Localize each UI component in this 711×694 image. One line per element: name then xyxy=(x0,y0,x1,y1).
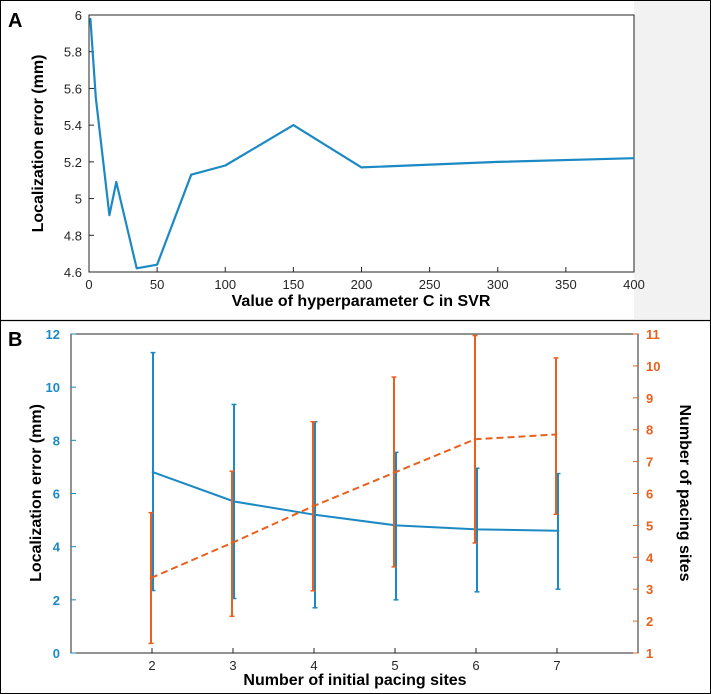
panel-b-right-y-tick-label: 5 xyxy=(646,518,653,533)
panel-a-data-point xyxy=(115,181,118,183)
panel-b-x-axis-label: Number of initial pacing sites xyxy=(243,672,466,689)
panel-b-right-y-axis-label: Number of pacing sites xyxy=(676,405,693,582)
panel-b-right-y-tick-label: 10 xyxy=(646,359,660,374)
panel-b-right-y-tick-label: 7 xyxy=(646,455,653,470)
panel-b-left-y-tick-label: 0 xyxy=(53,646,60,661)
panel-b-error-data-point xyxy=(475,528,479,531)
panel-b-right-y-tick-label: 4 xyxy=(646,550,654,565)
panel-a-x-tick-label: 400 xyxy=(623,277,645,292)
panel-b-right-y-ticks: 1 2 3 4 5 6 7 8 9 10 11 xyxy=(633,327,660,661)
panel-a-x-ticks: 0 50 100 150 200 250 300 350 400 xyxy=(85,267,645,292)
panel-b-error-data-point xyxy=(151,470,155,474)
panel-a-x-tick-label: 100 xyxy=(214,277,236,292)
panel-a-y-tick-label: 5 xyxy=(75,192,82,207)
panel-b-series xyxy=(148,334,561,645)
panel-b-x-tick-label: 6 xyxy=(472,658,479,673)
panel-b-error-data-point xyxy=(556,529,560,533)
panel-a-x-tick-label: 250 xyxy=(419,277,441,292)
panel-a-y-tick-label: 4.8 xyxy=(64,228,82,243)
panel-a-data-point xyxy=(633,157,635,160)
panel-a-x-axis-label: Value of hyperparameter C in SVR xyxy=(232,293,491,310)
panel-a-data-point xyxy=(496,160,499,163)
panel-a-series-line xyxy=(89,18,635,270)
panel-a-x-tick-label: 300 xyxy=(487,277,509,292)
panel-b-pacing-line xyxy=(150,433,557,579)
panel-b-right-y-tick-label: 9 xyxy=(646,391,653,406)
panel-b-pacing-data-point xyxy=(230,541,234,545)
panel-a-y-tick-label: 5.4 xyxy=(64,118,82,133)
panel-a-x-tick-label: 50 xyxy=(150,277,164,292)
panel-a-data-point xyxy=(108,214,111,216)
panel-b-x-tick-label: 5 xyxy=(391,658,398,673)
panel-b-error-data-point xyxy=(394,524,398,527)
panel-a-data-point xyxy=(190,173,193,176)
panel-b-error-line xyxy=(152,471,559,532)
panel-a-x-tick-label: 150 xyxy=(283,277,305,292)
panel-b-pacing-data-point xyxy=(392,471,396,475)
panel-b-right-y-tick-label: 8 xyxy=(646,423,653,438)
panel-a-data-point xyxy=(156,263,159,266)
panel-a-data-point xyxy=(135,267,138,270)
panel-b-x-tick-label: 7 xyxy=(553,658,560,673)
panel-b-left-y-tick-label: 8 xyxy=(53,433,60,448)
panel-b-error-data-point xyxy=(232,500,236,503)
panel-b-pacing-data-point xyxy=(473,437,477,441)
panel-a-right-margin xyxy=(634,1,710,319)
panel-b-label: B xyxy=(8,329,22,351)
panel-b-right-y-tick-label: 11 xyxy=(646,327,660,342)
panel-b-right-y-tick-label: 3 xyxy=(646,582,653,597)
panel-b-left-y-tick-label: 6 xyxy=(53,487,60,502)
panel-b-left-y-ticks: 0 2 4 6 8 10 12 xyxy=(46,327,76,661)
panel-a-y-tick-label: 5.6 xyxy=(64,81,82,96)
panel-a-series xyxy=(89,17,635,270)
panel-a-data-point xyxy=(224,164,227,167)
panel-b-plot-area xyxy=(70,333,639,654)
panel-b-left-y-tick-label: 4 xyxy=(53,540,61,555)
panel-a-data-point xyxy=(94,96,97,99)
panel-b-left-y-tick-label: 2 xyxy=(53,593,60,608)
panel-a-y-ticks: 4.6 4.8 5 5.2 5.4 5.6 5.8 6 xyxy=(64,8,94,280)
panel-b: B Number of initial pacing sites Localiz… xyxy=(8,327,693,689)
panel-a-y-axis-label: Localization error (mm) xyxy=(30,55,47,233)
panel-a-label: A xyxy=(8,10,22,32)
panel-b-right-y-tick-label: 2 xyxy=(646,614,653,629)
panel-b-x-tick-label: 4 xyxy=(310,658,317,673)
panel-a-data-point xyxy=(360,166,363,169)
panel-a-x-tick-label: 200 xyxy=(351,277,373,292)
panel-b-pacing-data-point xyxy=(311,504,315,508)
panel-a-y-tick-label: 5.2 xyxy=(64,155,82,170)
panel-a-y-tick-label: 4.6 xyxy=(64,265,82,280)
panel-b-left-y-axis-label: Localization error (mm) xyxy=(28,404,45,582)
panel-b-right-y-tick-label: 6 xyxy=(646,487,653,502)
panel-a-y-tick-label: 6 xyxy=(75,8,82,23)
panel-b-pacing-data-point xyxy=(149,576,153,580)
panel-a-y-tick-label: 5.8 xyxy=(64,45,82,60)
panel-a: A Value of hyperparameter C in SVR Local… xyxy=(8,1,710,319)
panel-b-left-y-tick-label: 10 xyxy=(46,380,60,395)
panel-a-data-point xyxy=(292,124,295,127)
panel-b-right-y-tick-label: 1 xyxy=(646,646,653,661)
panel-a-data-point xyxy=(89,17,92,20)
panel-a-x-tick-label: 0 xyxy=(85,277,92,292)
panel-b-x-tick-label: 3 xyxy=(229,658,236,673)
panel-a-x-tick-label: 350 xyxy=(555,277,577,292)
panel-b-error-data-point xyxy=(313,513,317,517)
panel-b-x-tick-label: 2 xyxy=(148,658,155,673)
panel-a-plot-area xyxy=(88,14,635,273)
panel-b-left-y-tick-label: 12 xyxy=(46,327,60,342)
panel-b-pacing-data-point xyxy=(554,433,558,436)
panel-b-x-ticks: 2 3 4 5 6 7 xyxy=(148,648,561,673)
